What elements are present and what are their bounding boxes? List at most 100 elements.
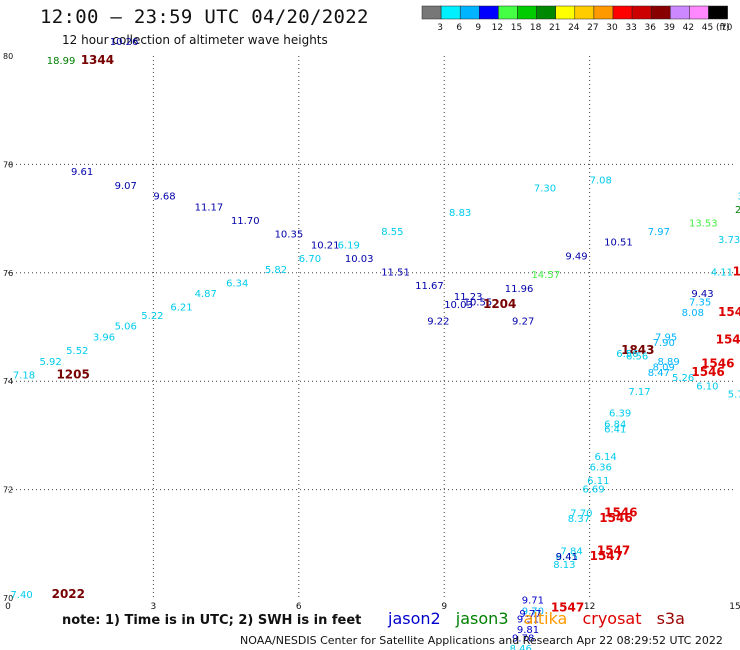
wave-height-label: 8.83 [449,208,471,219]
wave-height-label: 5.22 [141,311,163,322]
wave-height-label: 4.87 [195,289,217,300]
wave-height-label: 7.97 [648,227,670,238]
wave-height-label: 5.06 [115,322,137,333]
wave-height-label: 11.51 [381,268,410,279]
legend-altika: altika [523,609,568,628]
wave-height-label: 11.17 [195,202,224,213]
wave-height-label: 8.09 [653,362,675,373]
track-id-label: 1843 [621,343,654,357]
colorbar-tick-label: 36 [644,23,656,33]
track-id-label: 1546 [691,365,724,379]
wave-height-label: 5.26 [672,373,694,384]
chart-title: 12:00 – 23:59 UTC 04/20/2022 [40,6,369,28]
wave-height-label: 8.46 [510,644,532,650]
wave-height-label: 11.70 [231,216,260,227]
wave-height-label: 5.92 [40,357,62,368]
colorbar-tick-label: 3 [437,23,443,33]
wave-height-label: 10.03 [345,254,374,265]
x-tick-label: 3 [151,602,157,612]
colorbar-tick-label: 18 [530,23,542,33]
wave-height-label: 18.99 [47,56,76,67]
wave-height-label: 10.21 [311,240,340,251]
wave-height-label: 6.39 [609,408,631,419]
wave-height-label: 7.90 [653,338,675,349]
colorbar-legend: 3 6 9 12 15 18 21 24 27 30 33 36 39 42 45 70(ft) [421,5,733,33]
wave-height-label: 6.70 [299,254,321,265]
wave-height-label: 10.51 [604,238,633,249]
colorbar-tick-label: 39 [664,23,676,33]
track-id-label: 2022 [52,587,85,601]
chart-subtitle: 12 hour collection of altimeter wave hei… [62,33,328,47]
colorbar-tick-label: 9 [475,23,481,33]
wave-height-label: 14.57 [531,270,560,281]
wave-height-label: 7.18 [13,370,35,381]
colorbar-tick-label: 33 [625,23,636,33]
track-id-label: 1546 [701,357,734,371]
wave-height-label: 4.11 [711,268,733,279]
wave-height-label: 8.89 [657,357,679,368]
wave-height-label: 7.70 [570,509,592,520]
wave-height-label: 7.40 [10,590,32,601]
wave-height-label: 9.07 [115,181,137,192]
wave-height-label: 6.69 [582,484,604,495]
wave-height-label: 20.62 [735,205,740,216]
wave-height-label: 8.08 [682,308,704,319]
y-tick-label: 74 [3,377,13,386]
colorbar-swatch [574,5,595,20]
colorbar-swatch [440,5,461,20]
wave-height-label: 9.71 [522,595,544,606]
wave-height-label: 9.68 [153,192,175,203]
wave-height-label: 9.22 [427,316,449,327]
wave-height-label: 8.13 [553,560,575,571]
wave-height-label: 10.55 [464,297,493,308]
wave-height-label: 9.81 [517,625,539,636]
wave-height-label: 6.10 [696,381,718,392]
colorbar-swatch [421,5,442,20]
legend-jason2: jason2 [388,609,441,628]
legend-jason3: jason3 [455,609,509,628]
colorbar-tick-label: 45 [702,23,713,33]
wave-height-label: 6.21 [170,303,192,314]
wave-height-label: 8.37 [568,514,590,525]
wave-height-label: 10.03 [444,300,473,311]
wave-height-label: 9.43 [691,289,713,300]
wave-height-label: 7.84 [561,547,583,558]
track-id-label: 1546 [604,506,637,520]
wave-height-label: 10.26 [110,37,139,48]
legend-s3a: s3a [656,609,685,628]
colorbar-swatch [479,5,499,20]
wave-height-label: 9.61 [71,167,93,178]
colorbar-swatch [498,5,518,20]
colorbar-tick-label: 21 [549,23,560,33]
colorbar-swatch [631,5,652,20]
wave-height-label: 9.78 [512,633,534,644]
wave-height-label: 5.82 [265,265,287,276]
footer-credit: NOAA/NESDIS Center for Satellite Applica… [240,634,723,647]
legend-cryosat: cryosat [582,609,642,628]
wave-height-label: 8.45 [556,552,578,563]
colorbar-swatch [708,5,728,20]
track-id-label: 1547 [590,549,623,563]
track-id-label: 1546 [716,332,740,346]
wave-height-label: 10.35 [275,230,304,241]
colorbar-tick-label: 15 [511,23,522,33]
wave-height-label: 9.41 [556,552,578,563]
wave-height-label: 8.47 [648,368,670,379]
track-id-label: 1547 [551,601,584,615]
wave-height-label: 9.77 [519,609,541,620]
x-tick-label: 15 [729,602,740,612]
y-tick-label: 78 [3,160,13,169]
wave-height-label: 6.56 [626,352,648,363]
wave-height-label: 6.11 [587,476,609,487]
track-id-label: 1205 [56,367,89,381]
plot-axes: 0 3 6 9 12 15 70 72 74 76 78 80 [3,52,740,612]
wave-height-label: 7.08 [590,175,612,186]
colorbar-tick-label: 12 [492,23,503,33]
colorbar-tick-label: 27 [587,23,598,33]
wave-height-label: 9.49 [565,251,587,262]
colorbar-tick-label: 6 [456,23,462,33]
track-id-label: 1547 [597,544,630,558]
colorbar-tick-label: 30 [606,23,618,33]
colorbar-swatch [536,5,556,20]
